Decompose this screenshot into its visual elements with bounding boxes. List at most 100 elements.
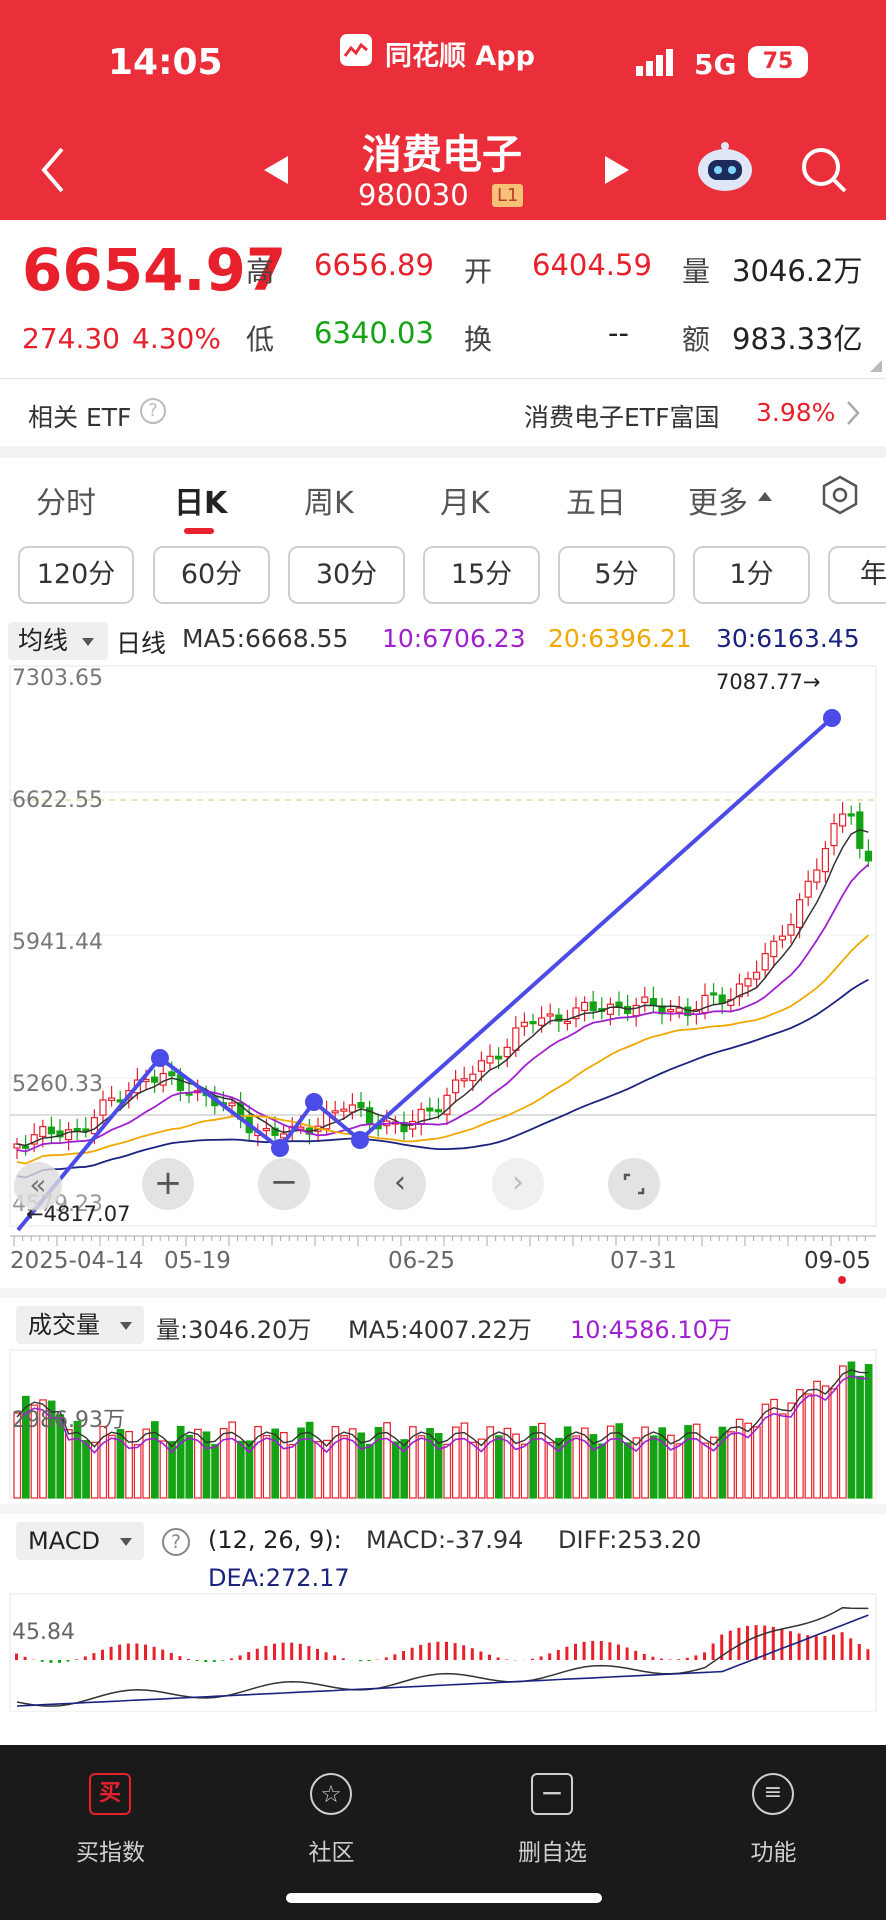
candle-body [641, 996, 649, 1004]
network-label: 5G [694, 48, 737, 81]
volume-bar [563, 1426, 572, 1499]
macd-bar [677, 1659, 681, 1660]
kline-chart[interactable] [0, 660, 886, 1280]
volume-bar [22, 1395, 30, 1499]
pill-15min[interactable]: 15分 [423, 546, 540, 604]
volume-bar [632, 1437, 641, 1499]
candlesticks [13, 802, 873, 1159]
trend-arrowhead [823, 709, 841, 727]
macd-bar [152, 1646, 156, 1660]
macd-bar [634, 1650, 638, 1660]
volume-bar [787, 1402, 796, 1499]
macd-bar [195, 1660, 199, 1661]
volume-bar [546, 1442, 555, 1499]
prev-stock-icon[interactable] [262, 154, 290, 186]
trend-arrowhead [271, 1139, 289, 1157]
back-chevron-icon[interactable] [38, 145, 68, 195]
tab-remove-watchlist[interactable]: − 删自选 [442, 1745, 663, 1885]
tab-daily-k[interactable]: 日K [174, 486, 228, 521]
macd-params: (12, 26, 9): [208, 1526, 342, 1554]
candle-body [666, 1008, 675, 1013]
volume-ma10-line [16, 1375, 869, 1454]
macd-bar [582, 1641, 586, 1660]
candle-body [73, 1128, 81, 1132]
volume-bar [606, 1425, 615, 1499]
volume-bar [73, 1420, 82, 1499]
remove-watchlist-icon: − [531, 1773, 573, 1815]
scroll-left-icon[interactable]: « [14, 1162, 62, 1210]
volume-bar [838, 1365, 847, 1499]
volume-bar [30, 1404, 39, 1499]
candle-body [709, 992, 718, 996]
volume-bar [374, 1426, 383, 1499]
help-icon[interactable]: ? [140, 398, 166, 424]
volume-bar [39, 1399, 47, 1499]
battery-level: 75 [762, 49, 794, 74]
robot-assistant-icon[interactable] [696, 140, 754, 194]
volume-bar [856, 1375, 864, 1499]
ma10-value: 10:6706.23 [382, 624, 526, 653]
candle-body [477, 1060, 485, 1072]
pill-120min[interactable]: 120分 [18, 546, 134, 604]
macd-bar [410, 1647, 414, 1660]
volume-bar [752, 1426, 761, 1499]
tab-community[interactable]: ☆ 社区 [221, 1745, 442, 1885]
tab-intraday[interactable]: 分时 [36, 486, 96, 521]
macd-bar [453, 1643, 457, 1660]
trend-arrowhead [305, 1093, 323, 1111]
volume-bar [537, 1422, 546, 1499]
settings-hexagon-icon[interactable] [820, 474, 860, 516]
volume-bar [529, 1426, 538, 1499]
candle-body [847, 813, 855, 817]
pill-30min[interactable]: 30分 [288, 546, 405, 604]
app-name: 同花顺 App [385, 41, 535, 72]
pill-5min[interactable]: 5分 [558, 546, 675, 604]
header-bar: 14:05 同花顺 App 5G 75 消费电子 980030 L1 [0, 0, 886, 220]
macd-diff-line [16, 1606, 869, 1707]
candle-body [675, 1007, 683, 1013]
macd-bar [479, 1651, 483, 1660]
zoom-out-icon[interactable]: − [258, 1158, 310, 1210]
pill-1min[interactable]: 1分 [693, 546, 810, 604]
volume-y-label: 2986.93万 [12, 1408, 125, 1433]
pill-year[interactable]: 年 [828, 546, 886, 604]
macd-chart[interactable] [0, 1592, 886, 1712]
dropdown-caret-icon [82, 638, 94, 646]
tab-functions[interactable]: ≡ 功能 [663, 1745, 884, 1885]
tab-five-day[interactable]: 五日 [566, 486, 626, 521]
indicator-dropdown[interactable]: 均线 [8, 622, 108, 660]
fullscreen-icon[interactable] [608, 1158, 660, 1210]
tab-more[interactable]: 更多 [688, 486, 748, 521]
macd-bar [470, 1648, 474, 1660]
tab-buy-index[interactable]: 买 买指数 [0, 1745, 221, 1885]
search-icon[interactable] [800, 146, 848, 194]
volume-bar [572, 1435, 581, 1499]
macd-bar [230, 1658, 233, 1660]
y-label-2: 6622.55 [12, 788, 103, 813]
pan-right-icon[interactable]: › [492, 1158, 544, 1210]
candle-body [64, 1129, 73, 1141]
pill-60min[interactable]: 60分 [153, 546, 270, 604]
volume-bar [684, 1425, 692, 1499]
volume-chart[interactable] [0, 1348, 886, 1503]
next-stock-icon[interactable] [603, 154, 631, 186]
tab-weekly-k[interactable]: 周K [304, 486, 354, 521]
volume-bar [804, 1393, 813, 1499]
zoom-in-icon[interactable]: + [142, 1158, 194, 1210]
macd-dropdown[interactable]: MACD [16, 1522, 144, 1560]
pan-left-icon[interactable]: ‹ [374, 1158, 426, 1210]
macd-bar [505, 1659, 509, 1660]
tab-monthly-k[interactable]: 月K [440, 486, 490, 521]
candle-body [649, 998, 658, 1006]
chart-frame [9, 665, 877, 1227]
volume-dropdown[interactable]: 成交量 [16, 1306, 144, 1344]
volume-bar [469, 1441, 477, 1499]
macd-help-icon[interactable]: ? [162, 1528, 190, 1556]
status-time: 14:05 [108, 42, 223, 83]
macd-bar [531, 1658, 534, 1660]
volume-ma10: 10:4586.10万 [570, 1316, 732, 1344]
volume-bar [847, 1361, 856, 1499]
tab-buy-index-label: 买指数 [76, 1840, 145, 1866]
x-label-3: 06-25 [388, 1248, 455, 1274]
